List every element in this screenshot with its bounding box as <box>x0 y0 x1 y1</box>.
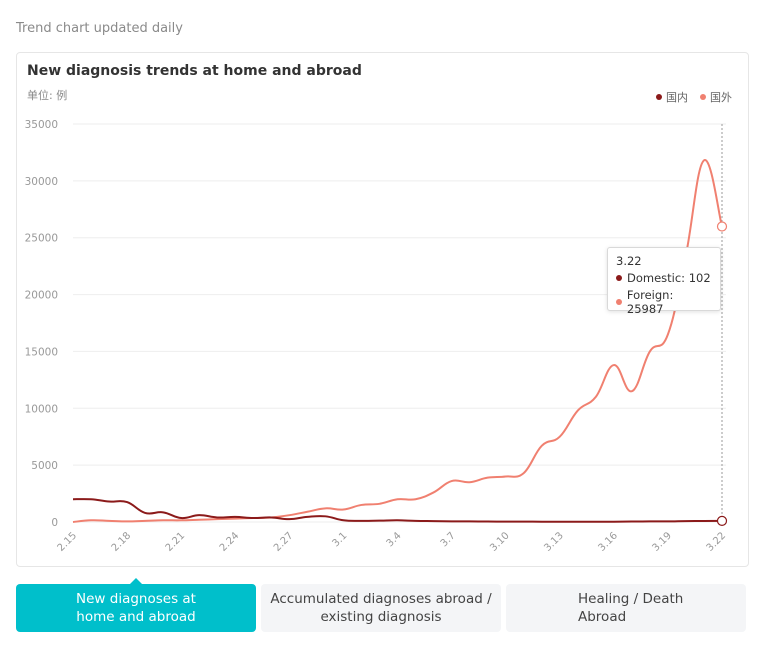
x-tick-label: 3.13 <box>542 530 566 554</box>
tooltip-row-domestic: Domestic: 102 <box>616 271 712 285</box>
series-line-foreign <box>72 159 723 523</box>
tab-new-diagnoses[interactable]: New diagnoses at home and abroad <box>16 578 256 632</box>
legend-dot-foreign <box>700 94 706 100</box>
legend-label-foreign: 国外 <box>710 91 732 104</box>
legend-dot-domestic <box>656 94 662 100</box>
tooltip-date: 3.22 <box>616 254 642 268</box>
x-tick-label: 3.10 <box>488 530 512 554</box>
x-tick-label: 3.16 <box>596 530 620 554</box>
x-tick-label: 3.4 <box>385 530 404 549</box>
y-axis-ticks: 0 5000 10000 15000 20000 25000 30000 35000 <box>25 119 58 529</box>
chart-tabs: New diagnoses at home and abroad Accumul… <box>16 578 746 632</box>
y-tick-label: 35000 <box>25 119 58 131</box>
x-tick-label: 2.27 <box>272 530 296 554</box>
x-tick-label: 2.18 <box>110 530 134 554</box>
x-tick-label: 3.1 <box>331 530 350 549</box>
tooltip-row-foreign: Foreign: 25987 <box>616 288 712 316</box>
point-marker-domestic <box>716 515 728 526</box>
x-tick-label: 2.15 <box>56 530 80 554</box>
x-tick-label: 3.22 <box>705 530 729 554</box>
chart-series <box>72 159 728 526</box>
unit-label: 单位: 例 <box>27 89 68 102</box>
y-tick-label: 20000 <box>25 290 58 302</box>
legend-item-domestic[interactable]: 国内 <box>656 89 688 105</box>
y-tick-label: 25000 <box>25 233 58 245</box>
tab-accumulated-diagnoses[interactable]: Accumulated diagnoses abroad / existing … <box>261 584 501 632</box>
x-tick-label: 2.24 <box>218 530 242 554</box>
header-caption: Trend chart updated daily <box>16 21 183 36</box>
legend-item-foreign[interactable]: 国外 <box>700 89 732 105</box>
point-marker-foreign <box>716 221 728 232</box>
x-tick-label: 3.19 <box>651 530 675 554</box>
y-tick-label: 10000 <box>25 403 58 415</box>
series-line-domestic <box>72 498 723 523</box>
y-tick-label: 0 <box>51 517 58 529</box>
tab-healing-death[interactable]: Healing / Death Abroad <box>506 584 746 632</box>
chart-grid <box>73 123 726 523</box>
chart-title: New diagnosis trends at home and abroad <box>27 63 362 79</box>
y-tick-label: 15000 <box>25 346 58 358</box>
chart-legend: 国内 国外 <box>656 89 732 105</box>
tooltip-domestic-text: Domestic: 102 <box>627 271 711 285</box>
line-chart[interactable]: 0 5000 10000 15000 20000 25000 30000 35000 2.15… <box>0 0 760 580</box>
tooltip-dot-foreign <box>616 299 622 305</box>
tooltip-dot-domestic <box>616 275 622 281</box>
legend-label-domestic: 国内 <box>666 91 688 104</box>
x-axis-ticks: 2.15 2.18 2.21 2.24 2.27 3.1 3.4 3.7 3.10 3.13 3.1… <box>56 530 729 554</box>
x-tick-label: 2.21 <box>164 530 188 554</box>
y-tick-label: 30000 <box>25 176 58 188</box>
y-tick-label: 5000 <box>31 460 58 472</box>
x-tick-label: 3.7 <box>439 530 458 549</box>
tooltip-foreign-text: Foreign: 25987 <box>626 288 674 316</box>
chart-tooltip: 3.22 Domestic: 102 Foreign: 25987 <box>607 247 721 316</box>
